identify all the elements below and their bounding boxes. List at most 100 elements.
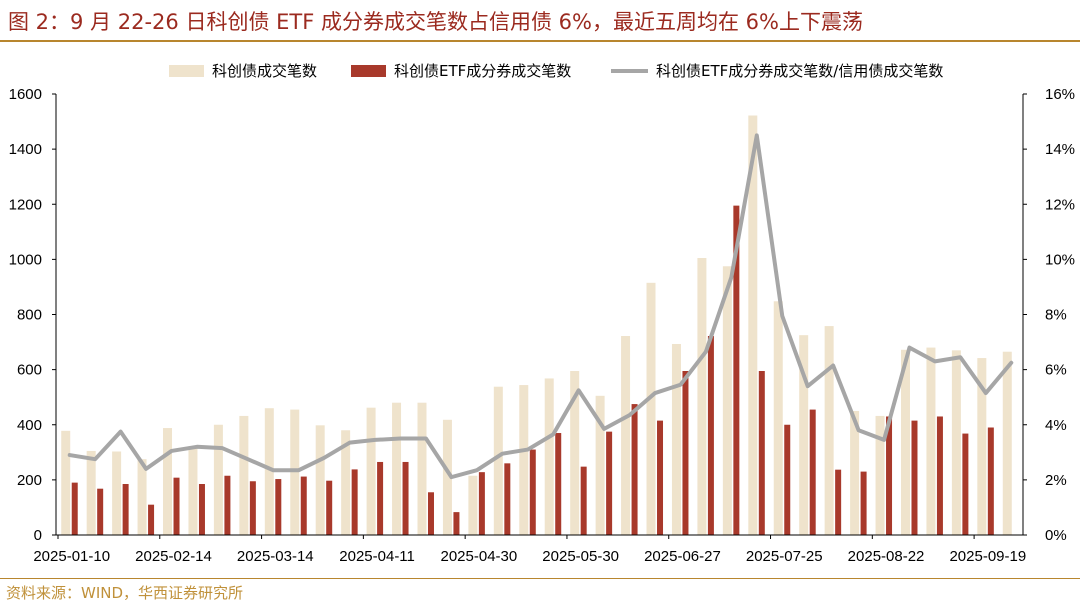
bar-total	[61, 430, 71, 535]
chart-title: 图 2：9 月 22-26 日科创债 ETF 成分券成交笔数占信用债 6%，最近…	[8, 10, 863, 34]
bar-total	[671, 343, 681, 535]
ratio-line	[67, 133, 1014, 480]
y-right-tick-label: 6%	[1045, 362, 1067, 379]
y-left-tick-label: 400	[17, 417, 42, 434]
bar-total	[697, 257, 707, 535]
bar-total	[850, 410, 860, 535]
bar-etf	[809, 409, 816, 535]
x-tick-label: 2025-07-25	[746, 548, 823, 565]
bar-etf	[249, 481, 256, 535]
bar-total	[621, 335, 631, 535]
x-tick-label: 2025-09-19	[949, 548, 1026, 565]
bar-etf	[886, 416, 893, 535]
x-tick-label: 2025-01-10	[33, 548, 110, 565]
bar-etf	[71, 482, 78, 535]
bar-total	[926, 347, 936, 535]
bar-etf	[733, 205, 740, 536]
y-left-tick-label: 0	[34, 527, 42, 544]
bar-etf	[657, 420, 664, 535]
series-total-bars	[61, 115, 1012, 535]
bar-etf	[707, 335, 714, 535]
bar-etf	[529, 449, 536, 535]
y-right-tick-label: 0%	[1045, 527, 1067, 544]
bar-etf	[453, 512, 460, 535]
bar-total	[86, 450, 96, 535]
source-note: 资料来源：WIND，华西证券研究所	[6, 584, 244, 602]
bar-etf	[148, 504, 155, 535]
y-left-tick-label: 1600	[9, 86, 42, 103]
bar-total	[646, 282, 656, 535]
x-tick-label: 2025-06-27	[644, 548, 721, 565]
bar-etf	[555, 433, 562, 535]
y-left-tick-label: 600	[17, 362, 42, 379]
bar-total	[112, 451, 122, 535]
legend-label-etf: 科创债ETF成分券成交笔数	[394, 62, 571, 80]
bar-total	[188, 446, 198, 535]
bar-total	[341, 430, 351, 535]
bar-total	[290, 409, 300, 535]
axes: 0 200 400 600 800 1000 1200 1400 1600 0% 2% 4% 6% 8% 1…	[9, 86, 1075, 565]
bar-etf	[173, 477, 180, 535]
series-etf-bars	[71, 205, 994, 536]
y-right-tick-label: 4%	[1045, 417, 1067, 434]
bar-etf	[198, 484, 205, 535]
legend-swatch-etf	[351, 65, 386, 77]
x-tick-label: 2025-08-22	[848, 548, 925, 565]
y-left-tick-label: 1200	[9, 196, 42, 213]
bar-etf	[122, 484, 129, 535]
legend-label-total: 科创债成交笔数	[212, 62, 317, 80]
bar-total	[468, 475, 478, 535]
bar-total	[239, 415, 249, 535]
x-tick-label: 2025-03-14	[237, 548, 314, 565]
legend-label-ratio: 科创债ETF成分券成交笔数/信用债成交笔数	[656, 62, 943, 80]
y-right-tick-label: 10%	[1045, 251, 1075, 268]
y-left-tick-label: 1400	[9, 141, 42, 158]
bar-etf	[478, 472, 485, 535]
bar-total	[722, 266, 732, 535]
bar-etf	[911, 420, 918, 535]
bar-total	[315, 425, 325, 535]
bar-total	[875, 415, 885, 535]
bar-total	[1002, 351, 1012, 535]
bar-total	[442, 419, 452, 535]
bar-etf	[784, 424, 791, 535]
bar-total	[493, 386, 503, 535]
bar-etf	[860, 471, 867, 535]
bar-total	[595, 395, 605, 535]
bar-etf	[962, 433, 969, 535]
legend-swatch-total	[169, 65, 204, 77]
bar-etf	[300, 476, 307, 535]
bar-etf	[987, 427, 994, 535]
bar-etf	[504, 463, 511, 535]
bar-etf	[97, 488, 104, 535]
y-right-tick-label: 2%	[1045, 472, 1067, 489]
y-left-tick-label: 200	[17, 472, 42, 489]
y-right-tick-label: 12%	[1045, 196, 1075, 213]
bar-total	[137, 459, 147, 535]
bar-total	[519, 385, 529, 535]
y-right-tick-label: 8%	[1045, 307, 1067, 324]
bar-total	[392, 402, 402, 535]
bar-etf	[758, 371, 765, 535]
bar-etf	[351, 469, 358, 535]
title-divider	[0, 40, 1080, 42]
legend: 科创债成交笔数 科创债ETF成分券成交笔数 科创债ETF成分券成交笔数/信用债成交笔…	[169, 62, 943, 80]
bar-total	[264, 408, 274, 535]
bar-etf	[275, 479, 282, 535]
y-left-tick-label: 1000	[9, 251, 42, 268]
bar-etf	[606, 431, 613, 535]
bar-total	[824, 326, 834, 535]
bar-total	[544, 378, 554, 535]
bar-total	[570, 371, 580, 535]
bar-etf	[402, 461, 409, 535]
bar-total	[977, 358, 987, 535]
bar-total	[366, 407, 376, 535]
x-tick-label: 2025-02-14	[135, 548, 212, 565]
x-tick-label: 2025-04-30	[441, 548, 518, 565]
y-right-tick-label: 14%	[1045, 141, 1075, 158]
source-divider	[0, 578, 1080, 579]
bar-etf	[682, 371, 689, 535]
bar-total	[951, 350, 961, 535]
y-right-tick-label: 16%	[1045, 86, 1075, 103]
bar-total	[799, 335, 809, 535]
